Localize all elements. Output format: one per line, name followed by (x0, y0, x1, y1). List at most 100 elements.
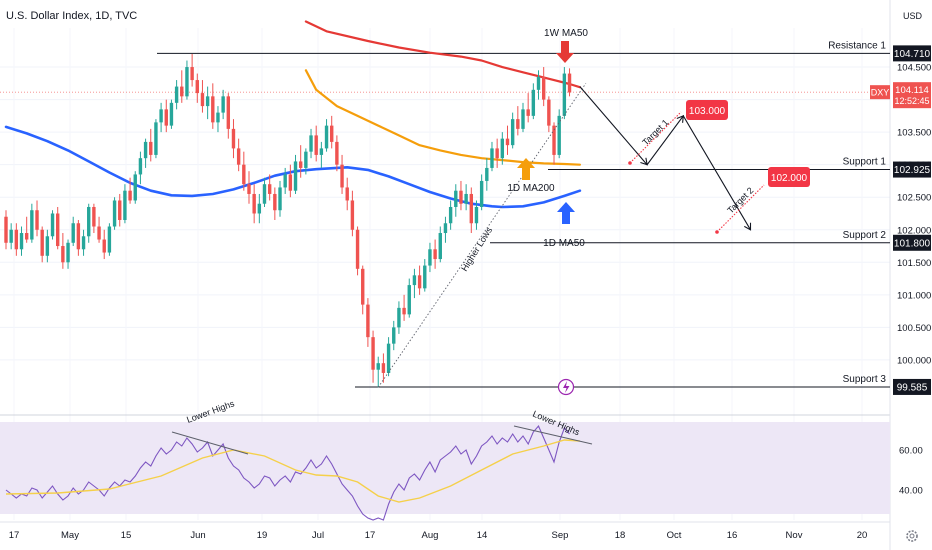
candle-body[interactable] (438, 233, 442, 260)
candle[interactable] (392, 320, 396, 351)
candle[interactable] (267, 174, 272, 201)
candle[interactable] (459, 180, 463, 211)
time-tick-label[interactable]: Jul (312, 530, 324, 541)
candle-body[interactable] (164, 109, 168, 126)
candle[interactable] (40, 226, 44, 263)
candle[interactable] (304, 148, 308, 175)
candle-body[interactable] (474, 206, 479, 224)
price-tick-label[interactable]: 102.000 (897, 225, 931, 236)
candle[interactable] (273, 187, 277, 220)
candle[interactable] (278, 180, 282, 217)
candle-body[interactable] (236, 148, 241, 165)
price-axis-layer[interactable]: 104.500104.000103.500103.000102.500102.0… (870, 45, 931, 497)
candle[interactable] (526, 93, 530, 123)
candle[interactable] (324, 119, 329, 152)
candle[interactable] (298, 145, 303, 178)
candle[interactable] (293, 154, 298, 194)
candle[interactable] (371, 330, 375, 383)
time-tick-label[interactable]: Jun (190, 530, 205, 541)
candle-body[interactable] (345, 187, 349, 201)
level-axis-value-1[interactable]: 104.710 (894, 49, 931, 60)
time-axis-layer[interactable]: 17 May 15 Jun 19 Jul 17 Aug 14 Sep 18 Oct 16 Nov 20 (9, 530, 918, 542)
candle[interactable] (330, 115, 334, 149)
candle-body[interactable] (536, 76, 541, 90)
candle[interactable] (118, 193, 122, 227)
candle-body[interactable] (505, 138, 510, 146)
candle-body[interactable] (138, 158, 143, 175)
candle[interactable] (340, 154, 344, 194)
candle-body[interactable] (526, 109, 530, 116)
candle-body[interactable] (433, 249, 437, 260)
candle[interactable] (190, 54, 194, 87)
candles-layer[interactable] (4, 54, 572, 388)
candle-body[interactable] (174, 86, 179, 103)
candle-body[interactable] (407, 285, 411, 315)
candle-body[interactable] (531, 89, 536, 116)
candle[interactable] (335, 135, 339, 172)
candle[interactable] (66, 239, 70, 269)
time-tick-label[interactable]: 15 (121, 530, 132, 541)
candle[interactable] (438, 226, 442, 263)
candle-body[interactable] (366, 304, 370, 338)
candle-body[interactable] (485, 167, 489, 181)
time-tick-label[interactable]: Aug (422, 530, 439, 541)
candle-body[interactable] (479, 180, 484, 207)
time-tick-label[interactable]: 17 (9, 530, 20, 541)
candle[interactable] (567, 68, 572, 97)
candle[interactable] (236, 138, 241, 172)
level-axis-tag-2[interactable] (893, 161, 931, 178)
candle-body[interactable] (304, 151, 308, 168)
price-tick-label[interactable]: 104.500 (897, 63, 931, 74)
candle-body[interactable] (298, 161, 303, 168)
candle-body[interactable] (448, 206, 453, 224)
candle[interactable] (185, 60, 189, 100)
candle-body[interactable] (200, 93, 205, 107)
level-axis-tag-4[interactable] (893, 378, 931, 395)
candle[interactable] (128, 177, 132, 204)
candle[interactable] (376, 356, 380, 388)
candle[interactable] (211, 83, 215, 129)
candle[interactable] (309, 128, 313, 159)
candle-body[interactable] (376, 363, 380, 370)
candle[interactable] (557, 109, 561, 159)
candle-body[interactable] (123, 190, 127, 220)
candle[interactable] (355, 226, 360, 276)
time-tick-label[interactable]: Oct (667, 530, 682, 541)
candle-body[interactable] (562, 73, 567, 116)
event-marker-icon[interactable] (557, 378, 575, 396)
candle-body[interactable] (397, 307, 401, 328)
rsi-tick-label[interactable]: 60.00 (899, 446, 923, 457)
candle[interactable] (495, 138, 499, 168)
time-tick-label[interactable]: 19 (257, 530, 268, 541)
candle[interactable] (547, 96, 551, 133)
time-tick-label[interactable]: 20 (857, 530, 868, 541)
candle[interactable] (76, 220, 81, 256)
candle-body[interactable] (24, 233, 29, 240)
currency-label[interactable]: USD (903, 11, 923, 21)
candle[interactable] (174, 80, 179, 110)
candle-body[interactable] (469, 193, 473, 224)
candle[interactable] (97, 216, 101, 243)
candle-body[interactable] (464, 193, 468, 204)
candle-body[interactable] (143, 141, 148, 159)
candle-body[interactable] (262, 184, 267, 204)
price-tick-label[interactable]: 101.500 (897, 258, 931, 269)
candle[interactable] (242, 151, 246, 191)
candle-body[interactable] (423, 265, 427, 289)
candle-body[interactable] (35, 210, 39, 230)
candle-body[interactable] (402, 307, 406, 315)
candle-body[interactable] (9, 229, 13, 243)
candle-body[interactable] (190, 67, 194, 81)
time-tick-label[interactable]: Nov (786, 530, 803, 541)
candle-body[interactable] (541, 76, 546, 100)
candle[interactable] (133, 171, 137, 204)
price-tick-label[interactable]: 100.500 (897, 323, 931, 334)
candle[interactable] (4, 210, 8, 250)
candle-body[interactable] (87, 206, 91, 237)
candle-body[interactable] (149, 141, 153, 155)
candle-body[interactable] (231, 128, 236, 149)
current-price-value[interactable]: 104.114 (895, 85, 929, 96)
candle[interactable] (14, 223, 19, 256)
candle[interactable] (154, 119, 158, 159)
candle[interactable] (448, 200, 453, 230)
